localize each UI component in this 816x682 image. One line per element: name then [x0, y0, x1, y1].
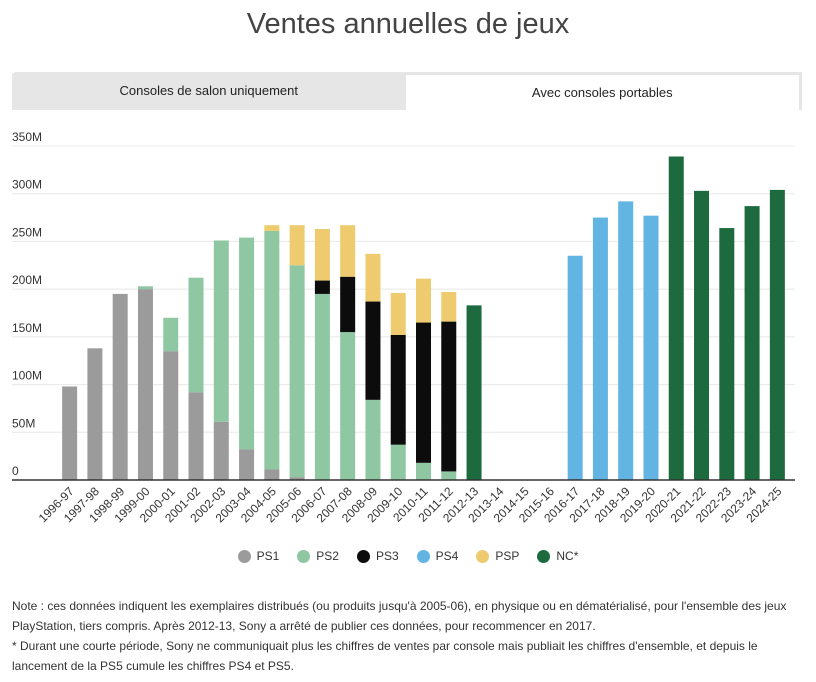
bar-segment-nc[interactable]	[744, 206, 760, 480]
bar-segment-psp[interactable]	[441, 292, 457, 322]
bar-segment-ps3[interactable]	[390, 334, 406, 445]
legend-item-ps1[interactable]: PS1	[237, 549, 280, 563]
bar-segment-nc[interactable]	[668, 156, 684, 481]
legend-label-nc: NC*	[556, 549, 579, 563]
bar-segment-ps2[interactable]	[188, 277, 204, 393]
bar-segment-ps2[interactable]	[289, 265, 305, 478]
bar-segment-nc[interactable]	[719, 228, 735, 480]
bar-segment-ps4[interactable]	[592, 217, 608, 481]
bar-segment-ps2[interactable]	[239, 237, 255, 450]
legend-swatch-ps1	[237, 549, 251, 563]
legend-item-ps4[interactable]: PS4	[416, 549, 459, 563]
legend-swatch-ps3	[356, 549, 370, 563]
chart-title: Ventes annuelles de jeux	[246, 8, 570, 40]
bar-segment-ps1[interactable]	[289, 477, 305, 480]
y-tick-label: 150M	[12, 321, 42, 335]
legend-swatch-ps4	[416, 549, 430, 563]
y-tick-label: 350M	[12, 130, 42, 144]
tab-home-consoles[interactable]: Consoles de salon uniquement	[119, 83, 298, 98]
bar-segment-ps1[interactable]	[137, 289, 153, 480]
bar-segment-ps2[interactable]	[213, 240, 229, 422]
bar-segment-nc[interactable]	[769, 189, 785, 480]
bar-segment-ps3[interactable]	[441, 321, 457, 472]
bar-segment-ps3[interactable]	[340, 276, 356, 333]
legend-item-psp[interactable]: PSP	[476, 549, 519, 563]
bar-segment-ps1[interactable]	[62, 386, 78, 480]
y-tick-label: 300M	[12, 178, 42, 192]
bar-segment-ps4[interactable]	[618, 201, 634, 480]
legend-item-ps3[interactable]: PS3	[356, 549, 399, 563]
legend-item-ps2[interactable]: PS2	[297, 549, 339, 563]
legend: PS1 PS2 PS3 PS4 PSP NC*	[0, 549, 816, 563]
bar-segment-ps3[interactable]	[416, 322, 431, 463]
bar-segment-psp[interactable]	[365, 253, 381, 302]
bar-segment-psp[interactable]	[289, 225, 305, 266]
bar-segment-ps1[interactable]	[239, 449, 255, 480]
bar-segment-psp[interactable]	[340, 225, 356, 277]
bar-segment-ps2[interactable]	[441, 471, 457, 480]
bar-segment-ps2[interactable]	[137, 286, 153, 290]
bar-segment-ps2[interactable]	[264, 230, 280, 470]
y-tick-label: 250M	[12, 225, 42, 239]
bar-segment-ps2[interactable]	[340, 332, 356, 480]
legend-swatch-ps2	[297, 549, 311, 563]
legend-label-ps2: PS2	[316, 549, 339, 563]
y-tick-label: 50M	[12, 416, 35, 430]
bar-segment-ps2[interactable]	[416, 462, 431, 480]
bar-segment-nc[interactable]	[694, 190, 710, 480]
y-tick-label: 0	[12, 464, 19, 478]
bar-segment-ps2[interactable]	[314, 293, 330, 480]
bar-segment-psp[interactable]	[416, 278, 431, 323]
bar-segment-ps2[interactable]	[163, 317, 179, 352]
footnote-note: Note : ces données indiquent les exempla…	[12, 599, 787, 633]
tab-bar: Consoles de salon uniquement Avec consol…	[12, 72, 802, 110]
bar-segment-ps1[interactable]	[87, 348, 103, 480]
bar-segment-ps1[interactable]	[188, 392, 204, 480]
legend-item-nc[interactable]: NC*	[537, 549, 578, 563]
tab-with-handhelds[interactable]: Avec consoles portables	[405, 72, 802, 110]
legend-label-ps1: PS1	[256, 549, 280, 563]
bar-segment-ps1[interactable]	[163, 351, 179, 480]
y-tick-label: 100M	[12, 369, 42, 383]
y-tick-label: 200M	[12, 273, 42, 287]
footnote: Note : ces données indiquent les exempla…	[12, 596, 812, 676]
bar-segment-ps4[interactable]	[643, 215, 659, 481]
bar-segment-ps4[interactable]	[567, 255, 583, 480]
bar-segment-ps1[interactable]	[264, 469, 280, 480]
bar-segment-psp[interactable]	[314, 229, 330, 281]
legend-label-ps4: PS4	[435, 549, 459, 563]
legend-label-psp: PSP	[495, 549, 520, 563]
legend-swatch-psp	[476, 549, 490, 563]
footnote-asterisk: * Durant une courte période, Sony ne com…	[12, 639, 758, 673]
bar-segment-ps2[interactable]	[390, 444, 406, 480]
bar-segment-ps3[interactable]	[365, 301, 381, 400]
bar-segment-ps1[interactable]	[112, 293, 128, 480]
legend-label-ps3: PS3	[375, 549, 399, 563]
stacked-bar-chart: 050M100M150M200M250M300M350M1996-971997-…	[12, 130, 795, 525]
legend-swatch-nc	[537, 549, 551, 563]
bar-segment-psp[interactable]	[390, 292, 406, 335]
bar-segment-psp[interactable]	[264, 225, 280, 231]
bar-segment-ps3[interactable]	[314, 280, 330, 294]
bar-segment-ps2[interactable]	[365, 399, 381, 480]
bar-segment-nc[interactable]	[466, 305, 482, 480]
bar-segment-ps1[interactable]	[213, 421, 229, 480]
